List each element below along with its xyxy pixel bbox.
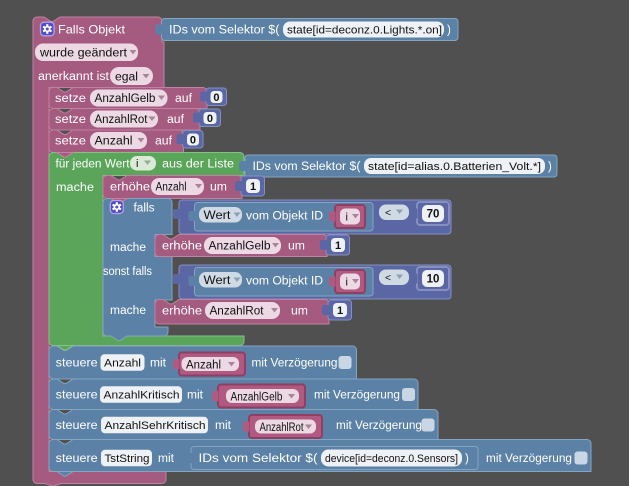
svg-text:vom Objekt ID: vom Objekt ID — [246, 276, 323, 288]
svg-text:anerkannt ist: anerkannt ist — [38, 71, 110, 83]
svg-text:egal: egal — [115, 72, 138, 84]
svg-text:AnzahlRot: AnzahlRot — [95, 114, 149, 126]
svg-text:erhöhe: erhöhe — [162, 241, 202, 253]
svg-text:mit Verzögerung: mit Verzögerung — [252, 358, 338, 370]
svg-text:AnzahlGelb: AnzahlGelb — [95, 93, 156, 105]
svg-text:AnzahlGelb: AnzahlGelb — [209, 241, 271, 253]
svg-text:AnzahlRot: AnzahlRot — [210, 306, 265, 318]
svg-text:0: 0 — [213, 92, 219, 104]
svg-text:AnzahlGelb: AnzahlGelb — [231, 392, 283, 404]
svg-text:<: < — [385, 272, 391, 284]
svg-text:AnzahlRot: AnzahlRot — [260, 422, 305, 434]
svg-text:sonst falls: sonst falls — [103, 266, 152, 278]
svg-text:AnzahlKritisch: AnzahlKritisch — [104, 390, 180, 402]
svg-text:wurde geändert: wurde geändert — [39, 48, 128, 60]
svg-text:aus der Liste: aus der Liste — [162, 159, 234, 171]
svg-text:für jeden Wert: für jeden Wert — [56, 159, 131, 171]
svg-text:Falls Objekt: Falls Objekt — [58, 23, 126, 37]
svg-text:): ) — [465, 453, 469, 465]
svg-text:setze: setze — [55, 114, 86, 126]
svg-text:AnzahlSehrKritisch: AnzahlSehrKritisch — [105, 420, 206, 432]
svg-text:mit Verzögerung: mit Verzögerung — [314, 390, 400, 402]
svg-text:erhöhe: erhöhe — [162, 306, 202, 318]
svg-text:): ) — [548, 161, 552, 173]
svg-text:setze: setze — [55, 93, 86, 105]
svg-text:i: i — [346, 277, 348, 289]
svg-text:): ) — [447, 25, 451, 37]
svg-text:state[id=deconz.0.Lights.*.on]: state[id=deconz.0.Lights.*.on] — [287, 25, 442, 37]
svg-text:falls: falls — [134, 203, 155, 215]
svg-text:1: 1 — [335, 240, 341, 252]
svg-text:steuere: steuere — [56, 453, 98, 465]
svg-text:70: 70 — [427, 209, 440, 221]
svg-text:IDs vom Selektor $(: IDs vom Selektor $( — [253, 161, 361, 173]
svg-text:steuere: steuere — [56, 358, 98, 370]
svg-text:mit: mit — [187, 390, 204, 402]
svg-text:auf: auf — [155, 136, 173, 148]
svg-text:Anzahl: Anzahl — [186, 360, 221, 372]
svg-text:1: 1 — [250, 181, 256, 193]
svg-text:erhöhe: erhöhe — [110, 182, 150, 194]
svg-text:state[id=alias.0.Batterien_Vol: state[id=alias.0.Batterien_Volt.*] — [368, 161, 541, 173]
svg-text:i: i — [346, 212, 348, 224]
svg-text:Anzahl: Anzahl — [156, 182, 187, 194]
svg-text:auf: auf — [167, 114, 185, 126]
svg-text:mit Verzögerung: mit Verzögerung — [486, 453, 572, 465]
svg-text:TstString: TstString — [105, 453, 150, 465]
svg-text:steuere: steuere — [56, 420, 98, 432]
svg-text:IDs vom Selektor $(: IDs vom Selektor $( — [169, 25, 280, 37]
svg-text:mit: mit — [150, 358, 167, 370]
svg-text:1: 1 — [337, 305, 343, 317]
svg-text:mit: mit — [158, 453, 175, 465]
svg-text:steuere: steuere — [56, 390, 98, 402]
svg-text:Wert: Wert — [204, 275, 232, 287]
svg-text:0: 0 — [190, 134, 196, 146]
svg-text:mit: mit — [215, 420, 232, 432]
svg-text:i: i — [136, 158, 138, 170]
svg-text:setze: setze — [55, 136, 86, 148]
svg-text:IDs vom Selektor $(: IDs vom Selektor $( — [199, 453, 318, 465]
svg-text:mache: mache — [56, 182, 94, 194]
svg-text:Wert: Wert — [204, 210, 232, 222]
svg-text:mache: mache — [110, 305, 146, 317]
svg-text:Anzahl: Anzahl — [104, 358, 141, 370]
svg-text:device[id=deconz.0.Sensors]: device[id=deconz.0.Sensors] — [325, 453, 458, 465]
svg-text:0: 0 — [207, 113, 213, 125]
svg-text:um: um — [291, 306, 308, 318]
svg-text:um: um — [288, 241, 305, 253]
svg-text:um: um — [210, 182, 227, 194]
svg-text:Anzahl: Anzahl — [95, 136, 133, 148]
svg-text:mit Verzögerung: mit Verzögerung — [336, 420, 422, 432]
svg-text:10: 10 — [427, 274, 440, 286]
svg-text:<: < — [385, 207, 391, 219]
svg-text:vom Objekt ID: vom Objekt ID — [246, 211, 323, 223]
svg-text:auf: auf — [175, 93, 193, 105]
svg-text:mache: mache — [110, 242, 146, 254]
